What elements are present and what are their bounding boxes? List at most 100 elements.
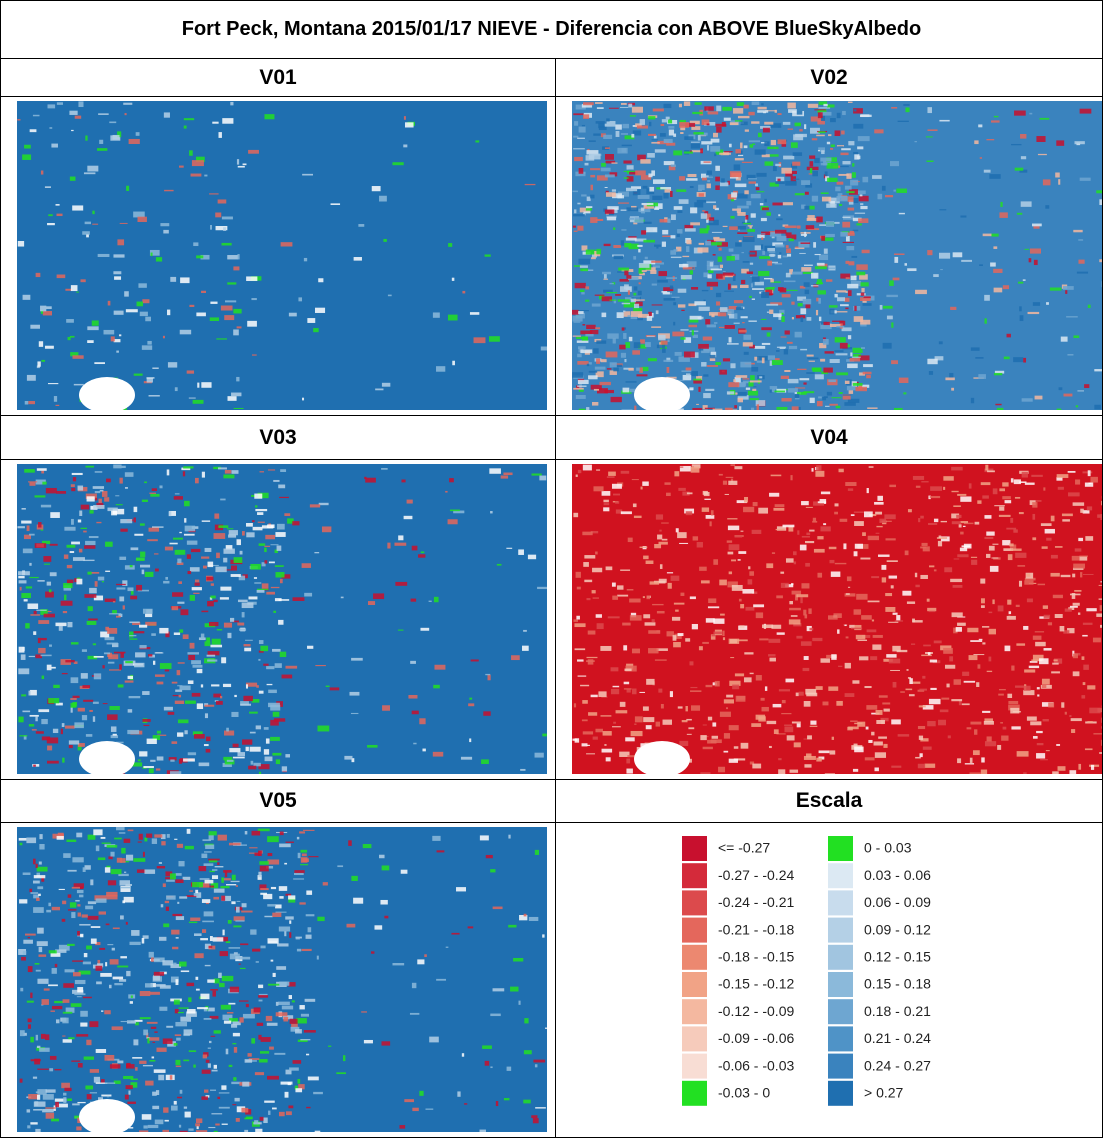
map-texture: [987, 736, 992, 741]
map-texture: [176, 937, 179, 938]
map-texture: [595, 295, 605, 296]
map-texture: [647, 153, 655, 158]
map-texture: [275, 904, 281, 908]
map-texture: [626, 207, 638, 211]
map-texture: [341, 597, 344, 599]
map-texture: [724, 291, 734, 292]
map-texture: [753, 502, 758, 506]
map-texture: [812, 171, 818, 176]
map-texture: [836, 406, 841, 408]
map-texture: [624, 688, 632, 689]
map-texture: [836, 311, 847, 312]
map-texture: [690, 207, 697, 213]
map-texture: [38, 894, 41, 896]
map-texture: [1096, 190, 1102, 193]
legend-label: 0.24 - 0.27: [864, 1057, 931, 1073]
map-texture: [953, 252, 963, 257]
map-texture: [708, 606, 719, 608]
map-texture: [713, 632, 722, 635]
map-texture: [891, 585, 894, 588]
map-texture: [210, 989, 218, 991]
map-texture: [285, 754, 290, 757]
map-texture: [951, 388, 954, 391]
map-texture: [983, 234, 992, 237]
map-texture: [116, 827, 125, 830]
map-texture: [1003, 727, 1007, 730]
map-texture: [239, 964, 241, 965]
map-texture: [870, 656, 877, 660]
map-texture: [130, 565, 133, 567]
map-texture: [174, 1101, 177, 1105]
map-texture: [49, 1068, 53, 1071]
map-texture: [105, 571, 110, 572]
map-texture: [221, 1005, 231, 1010]
map-texture: [127, 1102, 136, 1104]
map-texture: [743, 237, 755, 242]
map-texture: [173, 695, 179, 696]
map-texture: [326, 686, 330, 687]
map-texture: [258, 522, 265, 523]
map-texture: [678, 289, 687, 293]
map-texture: [693, 379, 701, 381]
map-texture: [117, 966, 128, 968]
map-texture: [70, 177, 76, 181]
map-texture: [64, 595, 66, 600]
map-texture: [1003, 285, 1009, 289]
map-texture: [116, 584, 126, 585]
map-texture: [93, 505, 104, 509]
map-texture: [278, 1002, 290, 1005]
map-texture: [845, 186, 852, 190]
map-texture: [586, 208, 592, 210]
map-texture: [46, 488, 57, 493]
map-texture: [272, 649, 281, 652]
map-texture: [621, 240, 624, 245]
map-texture: [805, 304, 810, 308]
map-texture: [177, 1097, 182, 1099]
map-texture: [264, 114, 274, 119]
map-texture: [286, 842, 294, 843]
map-texture: [777, 236, 787, 241]
map-texture: [601, 359, 607, 362]
map-texture: [937, 537, 947, 539]
map-texture: [769, 493, 779, 497]
map-texture: [660, 187, 671, 189]
map-texture: [1010, 518, 1013, 523]
map-texture: [210, 596, 215, 599]
map-image: [572, 101, 1102, 410]
map-texture: [1071, 718, 1082, 721]
map-texture: [579, 168, 584, 174]
map-texture: [131, 547, 139, 550]
map-texture: [413, 743, 416, 745]
map-texture: [743, 342, 753, 346]
map-texture: [1016, 605, 1020, 607]
map-texture: [76, 833, 82, 838]
map-texture: [191, 660, 201, 664]
map-texture: [213, 694, 221, 698]
map-texture: [207, 601, 214, 606]
map-texture: [163, 1107, 168, 1112]
map-texture: [37, 468, 47, 471]
map-texture: [313, 328, 319, 332]
map-texture: [86, 466, 94, 468]
map-texture: [380, 900, 387, 905]
map-texture: [639, 263, 650, 268]
map-texture: [853, 769, 858, 772]
map-texture: [107, 1096, 109, 1097]
map-texture: [104, 1010, 110, 1014]
map-texture: [86, 235, 89, 238]
map-texture: [189, 1050, 196, 1052]
map-texture: [807, 355, 814, 357]
map-texture: [293, 597, 305, 601]
map-texture: [532, 473, 542, 475]
map-texture: [214, 1030, 221, 1033]
map-texture: [706, 201, 716, 203]
map-texture: [704, 499, 710, 500]
map-texture: [999, 488, 1005, 491]
map-texture: [109, 706, 119, 710]
map-texture: [192, 160, 204, 166]
map-texture: [114, 652, 125, 654]
map-texture: [130, 596, 137, 600]
map-texture: [201, 556, 209, 558]
map-texture: [741, 122, 748, 126]
map-texture: [678, 706, 683, 708]
